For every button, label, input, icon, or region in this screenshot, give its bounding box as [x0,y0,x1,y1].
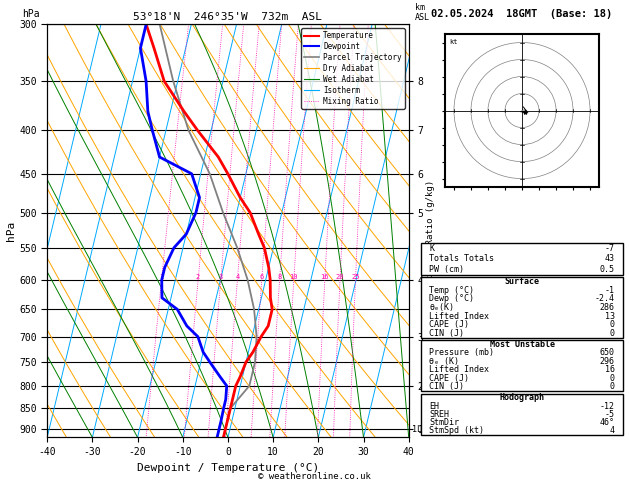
Text: SREH: SREH [430,410,449,419]
Text: 20: 20 [336,274,344,280]
Text: © weatheronline.co.uk: © weatheronline.co.uk [258,472,371,481]
Text: Surface: Surface [504,277,540,286]
Text: 0: 0 [610,329,615,338]
Text: 0: 0 [610,382,615,392]
Text: CAPE (J): CAPE (J) [430,374,469,383]
Text: 296: 296 [599,357,615,366]
Text: CIN (J): CIN (J) [430,382,464,392]
Text: 02.05.2024  18GMT  (Base: 18): 02.05.2024 18GMT (Base: 18) [431,9,613,19]
Text: -7: -7 [604,244,615,253]
Text: 4: 4 [610,426,615,435]
Text: StmSpd (kt): StmSpd (kt) [430,426,484,435]
X-axis label: Dewpoint / Temperature (°C): Dewpoint / Temperature (°C) [137,463,319,473]
Text: Most Unstable: Most Unstable [489,340,555,349]
Text: -12: -12 [599,401,615,411]
Text: 46°: 46° [599,418,615,427]
Text: Lifted Index: Lifted Index [430,312,489,321]
Text: 16: 16 [321,274,329,280]
Text: Totals Totals: Totals Totals [430,254,494,263]
Text: Hodograph: Hodograph [499,393,545,402]
Text: km
ASL: km ASL [415,3,430,22]
Text: -2.4: -2.4 [594,294,615,303]
Text: K: K [430,244,435,253]
Text: θₑ (K): θₑ (K) [430,357,459,366]
Text: 0: 0 [610,320,615,329]
Y-axis label: Mixing Ratio (g/kg): Mixing Ratio (g/kg) [426,180,435,282]
Text: θₑ(K): θₑ(K) [430,303,454,312]
Text: Lifted Index: Lifted Index [430,365,489,375]
Text: kt: kt [449,39,457,45]
Y-axis label: hPa: hPa [6,221,16,241]
Text: 4: 4 [235,274,240,280]
Text: 1: 1 [159,274,164,280]
Text: -5: -5 [604,410,615,419]
Text: Pressure (mb): Pressure (mb) [430,348,494,358]
Text: 6: 6 [260,274,264,280]
Text: StmDir: StmDir [430,418,459,427]
Text: 16: 16 [604,365,615,375]
Text: 0.5: 0.5 [599,265,615,274]
Text: 13: 13 [604,312,615,321]
Text: 0: 0 [610,374,615,383]
Text: -1: -1 [604,286,615,295]
Text: Temp (°C): Temp (°C) [430,286,474,295]
Text: 25: 25 [351,274,360,280]
Text: 2: 2 [196,274,200,280]
Text: Dewp (°C): Dewp (°C) [430,294,474,303]
Text: 8: 8 [277,274,282,280]
Text: 650: 650 [599,348,615,358]
Text: 1LCL: 1LCL [413,425,432,434]
Text: 10: 10 [289,274,298,280]
Text: CIN (J): CIN (J) [430,329,464,338]
Text: CAPE (J): CAPE (J) [430,320,469,329]
Text: hPa: hPa [22,9,40,19]
Text: PW (cm): PW (cm) [430,265,464,274]
Text: EH: EH [430,401,439,411]
Text: 3: 3 [219,274,223,280]
Text: 43: 43 [604,254,615,263]
Legend: Temperature, Dewpoint, Parcel Trajectory, Dry Adiabat, Wet Adiabat, Isotherm, Mi: Temperature, Dewpoint, Parcel Trajectory… [301,28,405,109]
Text: 286: 286 [599,303,615,312]
Title: 53°18'N  246°35'W  732m  ASL: 53°18'N 246°35'W 732m ASL [133,12,323,22]
